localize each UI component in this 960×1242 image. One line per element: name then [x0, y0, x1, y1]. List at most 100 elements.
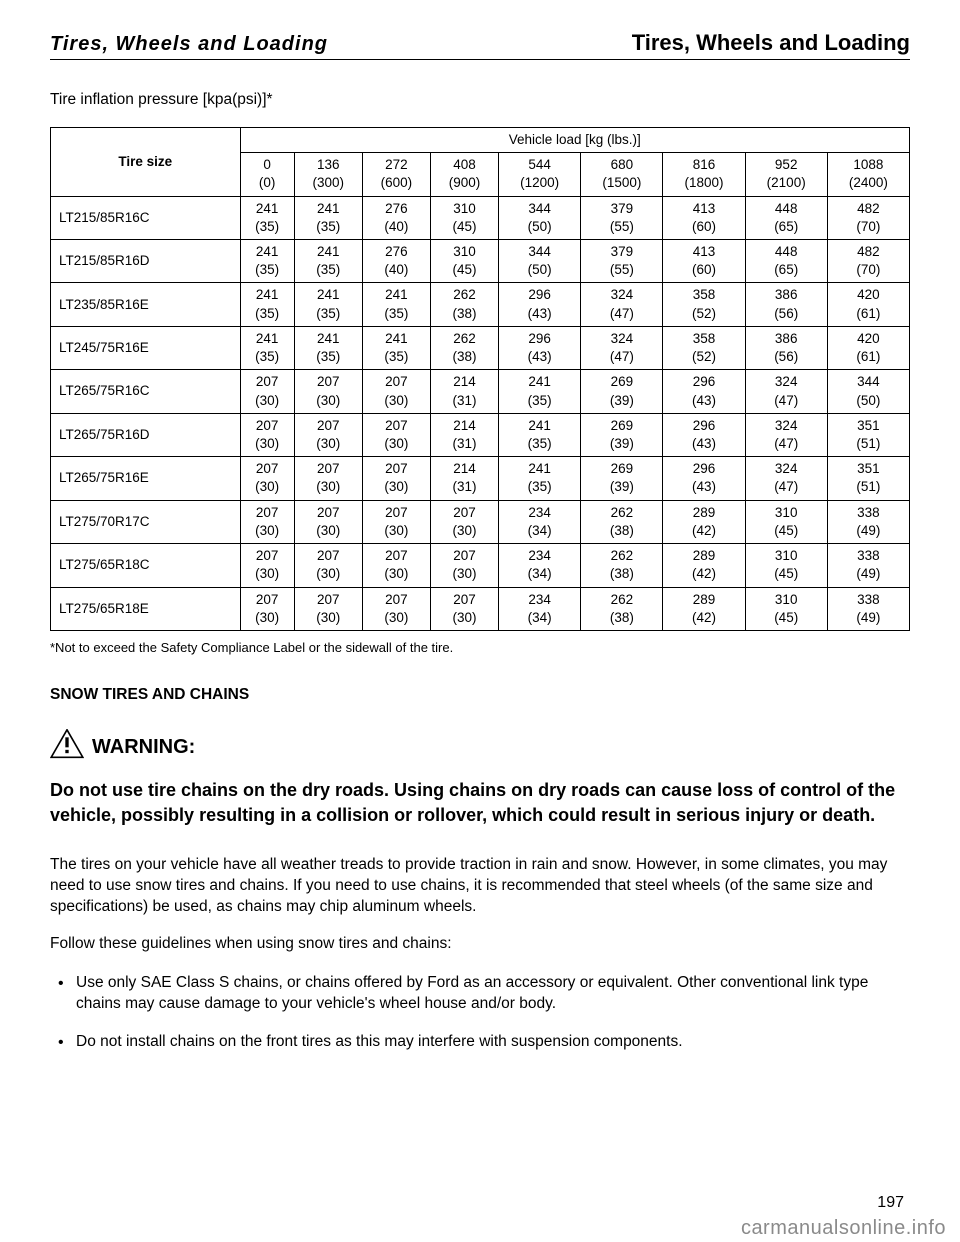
col-header-load-value: 408(900) [430, 153, 498, 196]
cell-value: 324(47) [581, 326, 663, 369]
cell-tire-size: LT275/65R18E [51, 587, 241, 630]
cell-value: 207(30) [430, 544, 498, 587]
cell-value: 269(39) [581, 457, 663, 500]
table-footnote: *Not to exceed the Safety Compliance Lab… [50, 639, 910, 657]
cell-value: 482(70) [827, 196, 909, 239]
cell-value: 234(34) [499, 500, 581, 543]
col-header-load-value: 136(300) [294, 153, 362, 196]
cell-value: 241(35) [240, 196, 294, 239]
cell-tire-size: LT235/85R16E [51, 283, 241, 326]
page-number: 197 [877, 1194, 904, 1212]
cell-value: 207(30) [362, 370, 430, 413]
cell-value: 262(38) [581, 587, 663, 630]
cell-value: 379(55) [581, 240, 663, 283]
col-header-tire-size: Tire size [51, 127, 241, 196]
warning-icon [50, 729, 84, 766]
cell-value: 310(45) [745, 544, 827, 587]
cell-value: 289(42) [663, 587, 745, 630]
cell-value: 310(45) [430, 240, 498, 283]
cell-value: 269(39) [581, 370, 663, 413]
cell-value: 241(35) [240, 240, 294, 283]
cell-value: 241(35) [499, 457, 581, 500]
cell-value: 324(47) [745, 370, 827, 413]
table-row: LT275/65R18E207(30)207(30)207(30)207(30)… [51, 587, 910, 630]
cell-value: 207(30) [240, 370, 294, 413]
cell-value: 296(43) [663, 413, 745, 456]
cell-tire-size: LT265/75R16E [51, 457, 241, 500]
cell-value: 413(60) [663, 196, 745, 239]
col-header-load-value: 544(1200) [499, 153, 581, 196]
warning-text: Do not use tire chains on the dry roads.… [50, 778, 910, 827]
cell-value: 386(56) [745, 283, 827, 326]
cell-value: 214(31) [430, 413, 498, 456]
col-header-load-value: 816(1800) [663, 153, 745, 196]
cell-value: 207(30) [240, 413, 294, 456]
cell-value: 413(60) [663, 240, 745, 283]
intro-p1: The tires on your vehicle have all weath… [50, 855, 910, 918]
cell-value: 448(65) [745, 240, 827, 283]
warning-block: WARNING: Do not use tire chains on the d… [50, 729, 910, 827]
cell-value: 358(52) [663, 326, 745, 369]
cell-value: 241(35) [499, 413, 581, 456]
cell-value: 207(30) [294, 413, 362, 456]
cell-tire-size: LT215/85R16C [51, 196, 241, 239]
cell-value: 241(35) [294, 283, 362, 326]
cell-value: 379(55) [581, 196, 663, 239]
cell-tire-size: LT265/75R16D [51, 413, 241, 456]
table-row: LT245/75R16E241(35)241(35)241(35)262(38)… [51, 326, 910, 369]
table-row: LT265/75R16C207(30)207(30)207(30)214(31)… [51, 370, 910, 413]
cell-value: 269(39) [581, 413, 663, 456]
bullet-list: Use only SAE Class S chains, or chains o… [50, 973, 910, 1054]
warning-label: WARNING: [92, 734, 195, 761]
cell-value: 207(30) [362, 413, 430, 456]
cell-value: 207(30) [240, 500, 294, 543]
cell-value: 324(47) [745, 413, 827, 456]
cell-value: 207(30) [294, 587, 362, 630]
cell-tire-size: LT265/75R16C [51, 370, 241, 413]
col-header-load-value: 952(2100) [745, 153, 827, 196]
cell-value: 324(47) [581, 283, 663, 326]
cell-value: 448(65) [745, 196, 827, 239]
cell-value: 351(51) [827, 457, 909, 500]
header-rule [50, 59, 910, 60]
cell-value: 310(45) [745, 500, 827, 543]
cell-value: 344(50) [827, 370, 909, 413]
section-title-left: Tires, Wheels and Loading [50, 33, 328, 56]
cell-value: 207(30) [294, 500, 362, 543]
cell-value: 276(40) [362, 196, 430, 239]
snow-heading: SNOW TIRES AND CHAINS [50, 685, 910, 706]
section-heading-right: Tires, Wheels and Loading [632, 30, 910, 56]
cell-value: 289(42) [663, 544, 745, 587]
cell-value: 262(38) [581, 500, 663, 543]
cell-value: 207(30) [240, 587, 294, 630]
cell-value: 241(35) [362, 283, 430, 326]
cell-value: 420(61) [827, 326, 909, 369]
cell-value: 241(35) [240, 283, 294, 326]
list-item: Use only SAE Class S chains, or chains o… [58, 973, 910, 1015]
cell-value: 207(30) [430, 587, 498, 630]
cell-value: 207(30) [240, 457, 294, 500]
cell-value: 214(31) [430, 457, 498, 500]
cell-value: 338(49) [827, 544, 909, 587]
col-header-load-value: 272(600) [362, 153, 430, 196]
cell-value: 358(52) [663, 283, 745, 326]
cell-value: 241(35) [240, 326, 294, 369]
cell-value: 207(30) [362, 544, 430, 587]
cell-value: 262(38) [430, 283, 498, 326]
table-row: LT265/75R16E207(30)207(30)207(30)214(31)… [51, 457, 910, 500]
table-row: LT235/85R16E241(35)241(35)241(35)262(38)… [51, 283, 910, 326]
table-row: LT275/65R18C207(30)207(30)207(30)207(30)… [51, 544, 910, 587]
cell-value: 234(34) [499, 587, 581, 630]
cell-value: 420(61) [827, 283, 909, 326]
cell-value: 324(47) [745, 457, 827, 500]
cell-value: 338(49) [827, 587, 909, 630]
cell-tire-size: LT215/85R16D [51, 240, 241, 283]
col-header-load-value: 0(0) [240, 153, 294, 196]
cell-value: 207(30) [362, 587, 430, 630]
table-row: LT265/75R16D207(30)207(30)207(30)214(31)… [51, 413, 910, 456]
cell-value: 241(35) [362, 326, 430, 369]
cell-value: 241(35) [294, 326, 362, 369]
table-caption: Tire inflation pressure [kpa(psi)]* [50, 90, 910, 111]
cell-value: 241(35) [499, 370, 581, 413]
cell-value: 310(45) [430, 196, 498, 239]
